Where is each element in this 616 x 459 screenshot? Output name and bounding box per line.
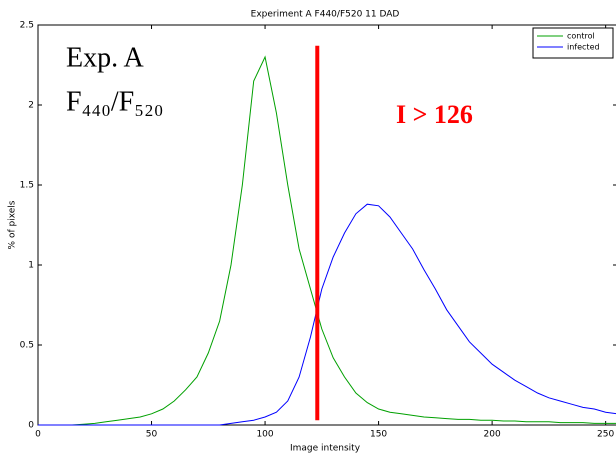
x-tick-label: 50 xyxy=(146,430,158,440)
y-tick-label: 2.5 xyxy=(20,21,34,31)
x-tick-label: 250 xyxy=(597,430,614,440)
legend-box xyxy=(532,27,614,59)
annotation: I > 126 xyxy=(396,100,473,129)
legend-label: control xyxy=(567,32,595,41)
y-axis-label: % of pixels xyxy=(8,200,18,249)
y-tick-label: 0 xyxy=(28,421,34,431)
series-line xyxy=(38,55,616,426)
y-tick-label: 0.5 xyxy=(20,341,34,351)
legend-label: infected xyxy=(567,43,600,52)
axes-box xyxy=(37,24,616,426)
y-tick-label: 1 xyxy=(28,261,34,271)
series-line xyxy=(38,203,616,426)
x-tick-label: 0 xyxy=(35,430,41,440)
chart-title: Experiment A F440/F520 11 DAD xyxy=(251,10,400,20)
annotation: Exp. A xyxy=(66,42,145,73)
x-tick-label: 100 xyxy=(256,430,273,440)
x-tick-label: 200 xyxy=(484,430,501,440)
x-tick-label: 150 xyxy=(370,430,387,440)
y-tick-label: 1.5 xyxy=(20,181,34,191)
y-tick-label: 2 xyxy=(28,101,34,111)
annotation: F₄₄₀/F₅₂₀ xyxy=(66,86,164,117)
x-axis-label: Image intensity xyxy=(290,444,361,454)
